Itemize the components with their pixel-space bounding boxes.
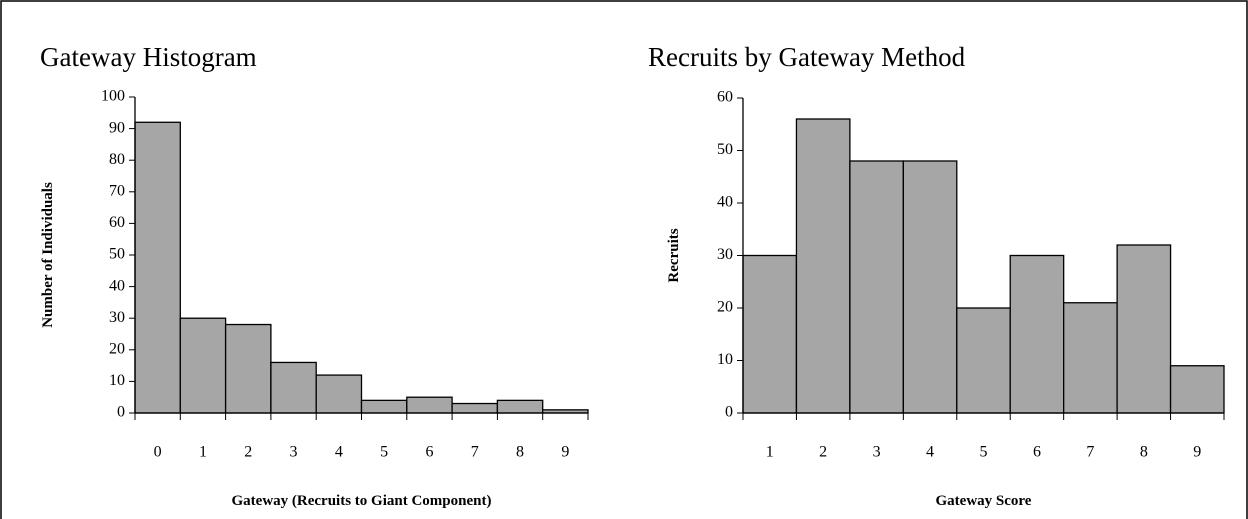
x-tick-label: 1 <box>766 444 774 461</box>
bar <box>1116 244 1172 414</box>
y-axis-label: Number of Individuals <box>40 182 56 328</box>
bar <box>795 118 851 414</box>
x-tick-label: 4 <box>926 444 934 461</box>
x-tick-label: 8 <box>1140 444 1148 461</box>
bar <box>1169 365 1225 414</box>
bar <box>179 317 227 414</box>
y-tick-label: 50 <box>109 246 125 263</box>
bar <box>451 402 499 414</box>
bar <box>134 121 181 414</box>
x-tick-label: 0 <box>154 444 162 461</box>
bar <box>315 374 363 414</box>
x-tick-label: 1 <box>199 444 207 461</box>
bar <box>1009 254 1065 414</box>
x-tick-label: 6 <box>1033 444 1041 461</box>
y-tick-label: 60 <box>717 89 733 106</box>
bar <box>406 396 453 414</box>
chart-title: Gateway Histogram <box>40 42 257 72</box>
y-tick-label: 30 <box>109 309 125 326</box>
bar <box>1063 302 1118 414</box>
x-tick-label: 8 <box>516 444 524 461</box>
x-tick-label: 2 <box>819 444 827 461</box>
y-tick-label: 10 <box>109 372 125 389</box>
x-tick-label: 2 <box>244 444 252 461</box>
chart-title: Recruits by Gateway Method <box>648 42 966 72</box>
y-tick-label: 0 <box>725 404 733 421</box>
y-tick-label: 0 <box>117 404 125 421</box>
bar <box>270 361 317 414</box>
x-tick-label: 5 <box>380 444 388 461</box>
x-tick-label: 3 <box>873 444 881 461</box>
x-tick-label: 9 <box>1193 444 1201 461</box>
y-tick-label: 30 <box>717 246 733 263</box>
y-tick-label: 20 <box>717 299 733 316</box>
x-tick-label: 3 <box>290 444 298 461</box>
x-axis-label: Gateway (Recruits to Giant Component) <box>232 493 492 509</box>
bar <box>224 323 272 414</box>
x-tick-label: 7 <box>1086 444 1094 461</box>
y-tick-label: 50 <box>717 141 733 158</box>
x-tick-label: 6 <box>425 444 433 461</box>
y-tick-label: 60 <box>109 214 125 231</box>
bar <box>496 399 544 414</box>
bar <box>849 160 904 414</box>
y-tick-label: 20 <box>109 340 125 357</box>
y-tick-label: 100 <box>101 88 125 105</box>
y-tick-label: 40 <box>109 277 125 294</box>
y-tick-label: 70 <box>109 182 125 199</box>
y-tick-label: 90 <box>109 119 125 136</box>
x-tick-label: 4 <box>335 444 343 461</box>
y-tick-label: 10 <box>717 351 733 368</box>
bar <box>956 307 1011 414</box>
bar <box>902 160 958 414</box>
x-tick-label: 5 <box>980 444 988 461</box>
bar <box>360 399 408 414</box>
y-tick-label: 80 <box>109 151 125 168</box>
bar <box>742 254 798 414</box>
x-tick-label: 7 <box>471 444 479 461</box>
y-axis-label: Recruits <box>666 228 682 282</box>
y-tick-label: 40 <box>717 194 733 211</box>
x-axis-label: Gateway Score <box>936 493 1032 509</box>
x-tick-label: 9 <box>561 444 569 461</box>
